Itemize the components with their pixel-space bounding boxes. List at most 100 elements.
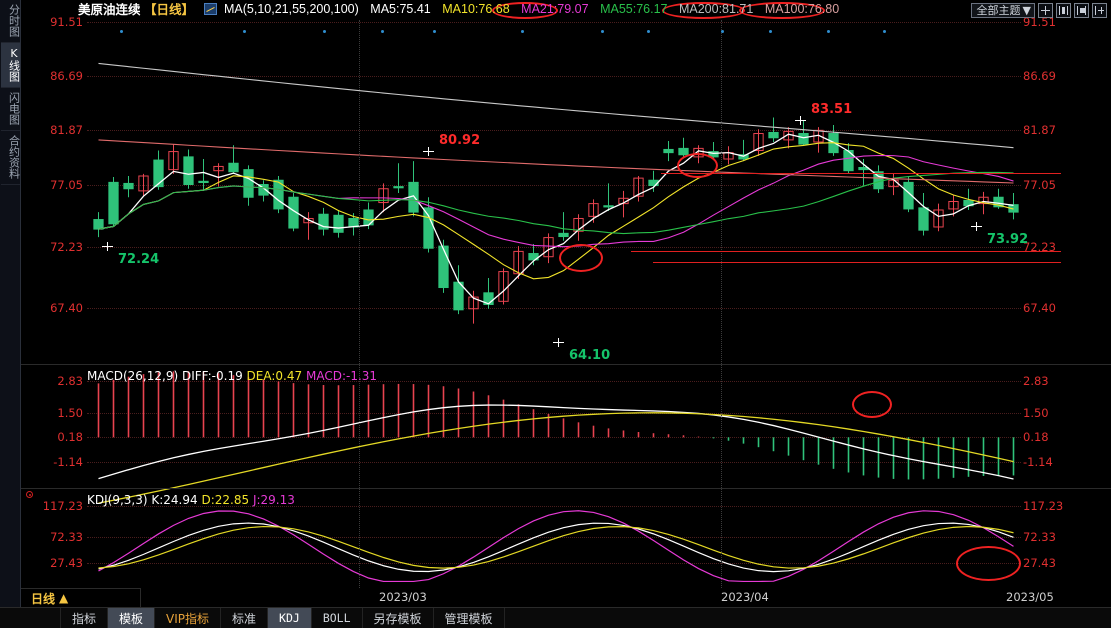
sidebar-item-lightning[interactable]: 闪电图 — [0, 88, 21, 131]
ma200-value: MA200:81.71 — [678, 2, 754, 16]
axis-tick-label: 67.40 — [1023, 301, 1056, 315]
ma5-value: MA5:75.41 — [370, 2, 431, 16]
gridline — [87, 76, 1021, 77]
toolbar-item-BOLL[interactable]: BOLL — [312, 608, 363, 628]
highlight-ellipse-macd — [852, 391, 892, 418]
caret-up-icon: ▲ — [59, 591, 69, 605]
date-axis: 2023/03 2023/04 2023/05 — [21, 588, 1111, 607]
kdj-name: KDJ(9,3,3) — [87, 493, 148, 507]
signal-dot-marker — [120, 30, 123, 33]
theme-dropdown[interactable]: 全部主题 ▼ — [970, 2, 1035, 18]
axis-tick-label: 72.23 — [50, 240, 83, 254]
exit-icon[interactable] — [1092, 2, 1107, 18]
gridline — [87, 563, 1021, 564]
macd-name: MACD(26,12,9) — [87, 369, 179, 383]
crosshair-icon[interactable] — [1038, 2, 1053, 18]
signal-dot-marker — [323, 30, 326, 33]
chart-area[interactable]: 美原油连续 【日线】 MA(5,10,21,55,200,100) MA5:75… — [21, 0, 1111, 628]
highlight-ellipse-ma100 — [739, 2, 825, 19]
gridline — [87, 437, 1021, 438]
toolbar-item-另存模板[interactable]: 另存模板 — [363, 608, 434, 628]
axis-tick-label: 117.23 — [42, 499, 83, 513]
axis-tick-label: 86.69 — [1023, 69, 1056, 83]
kdj-header[interactable]: KDJ(9,3,3) K:24.94 D:22.85 J:29.13 — [87, 493, 295, 507]
toolbar-item-管理模板[interactable]: 管理模板 — [434, 608, 505, 628]
date-axis-label: 2023/03 — [379, 590, 427, 604]
axis-tick-label: 72.33 — [50, 530, 83, 544]
ma100-value: MA100:76.80 — [764, 2, 840, 16]
signal-dot-marker — [243, 30, 246, 33]
gridline — [87, 413, 1021, 414]
axis-tick-label: 77.05 — [1023, 178, 1056, 192]
axis-tick-label: 81.87 — [1023, 123, 1056, 137]
period-label: 【日线】 — [144, 2, 195, 17]
gridline — [87, 506, 1021, 507]
bottom-toolbar: 指标 模板 VIP指标 标准 KDJ BOLL 另存模板 管理模板 — [0, 607, 1111, 628]
period-selector[interactable]: 日线 ▲ — [21, 588, 141, 607]
kdj-series — [98, 510, 1014, 583]
macd-value: MACD:-1.31 — [305, 369, 378, 383]
macd-series — [97, 371, 1015, 504]
price-annotation: 80.92 — [439, 133, 481, 148]
signal-dot-marker — [827, 30, 830, 33]
signal-dot-marker — [769, 30, 772, 33]
sidebar-item-contract-info[interactable]: 合约资料 — [0, 131, 21, 185]
toolbar-item-KDJ[interactable]: KDJ — [268, 608, 312, 628]
gridline — [87, 22, 1021, 23]
highlight-ellipse-ma21 — [492, 2, 558, 19]
axis-tick-label: 0.18 — [1023, 430, 1049, 444]
price-annotation: 64.10 — [569, 348, 611, 363]
ma55-value: MA55:76.17 — [600, 2, 668, 16]
axis-tick-label: 27.43 — [1023, 556, 1056, 570]
left-sidebar: 分时图 K线图 闪电图 合约资料 — [0, 0, 21, 628]
ma21-value: MA21:79.07 — [521, 2, 589, 16]
toolbar-item-模板[interactable]: 模板 — [108, 608, 156, 628]
signal-dot-marker — [601, 30, 604, 33]
signal-dot-marker — [721, 30, 724, 33]
signal-dot-marker — [433, 30, 436, 33]
kdj-k: K:24.94 — [151, 493, 198, 507]
macd-diff: DIFF:-0.19 — [181, 369, 243, 383]
fit-horizontal-icon[interactable] — [1074, 2, 1089, 18]
ma10-value: MA10:76.68 — [442, 2, 510, 16]
highlight-ellipse-kdj — [956, 546, 1021, 581]
axis-tick-label: -1.14 — [1023, 455, 1053, 469]
axis-tick-label: 117.23 — [1023, 499, 1064, 513]
highlight-ellipse-price-2 — [559, 244, 603, 272]
fit-vertical-icon[interactable] — [1056, 2, 1071, 18]
axis-tick-label: 2.83 — [1023, 374, 1049, 388]
candlestick-series — [93, 62, 1019, 324]
gridline — [87, 130, 1021, 131]
price-annotation: 72.24 — [118, 252, 160, 267]
axis-tick-label: 0.18 — [57, 430, 83, 444]
indicator-icon[interactable] — [203, 3, 217, 15]
record-indicator-icon[interactable] — [26, 491, 33, 498]
ma-formula: MA(5,10,21,55,200,100) — [223, 2, 359, 16]
kdj-j: J:29.13 — [252, 493, 295, 507]
axis-tick-label: 2.83 — [57, 374, 83, 388]
toolbar-item-VIP指标[interactable]: VIP指标 — [155, 608, 222, 628]
axis-tick-label: 72.23 — [1023, 240, 1056, 254]
gridline — [87, 381, 1021, 382]
macd-header[interactable]: MACD(26,12,9) DIFF:-0.19 DEA:0.47 MACD:-… — [87, 369, 377, 383]
axis-tick-label: 91.51 — [50, 15, 83, 29]
price-marker-line-2 — [631, 251, 1061, 252]
toolbar-item-标准[interactable]: 标准 — [221, 608, 269, 628]
sidebar-item-timeshare[interactable]: 分时图 — [0, 0, 21, 43]
price-marker-line-3 — [653, 262, 1061, 263]
toolbar-item-指标[interactable]: 指标 — [61, 608, 109, 628]
sidebar-item-kline[interactable]: K线图 — [0, 43, 21, 88]
price-annotation: 83.51 — [811, 102, 853, 117]
price-annotation: 73.92 — [987, 232, 1029, 247]
gridline — [87, 185, 1021, 186]
chart-header: 美原油连续 【日线】 MA(5,10,21,55,200,100) MA5:75… — [21, 0, 1111, 19]
axis-tick-label: 86.69 — [50, 69, 83, 83]
axis-tick-label: 77.05 — [50, 178, 83, 192]
chart-tool-cluster: 全部主题 ▼ — [970, 2, 1107, 18]
kdj-separator — [21, 488, 1111, 489]
axis-tick-label: 1.50 — [57, 406, 83, 420]
axis-tick-label: -1.14 — [53, 455, 83, 469]
macd-separator — [21, 364, 1111, 365]
axis-tick-label: 81.87 — [50, 123, 83, 137]
